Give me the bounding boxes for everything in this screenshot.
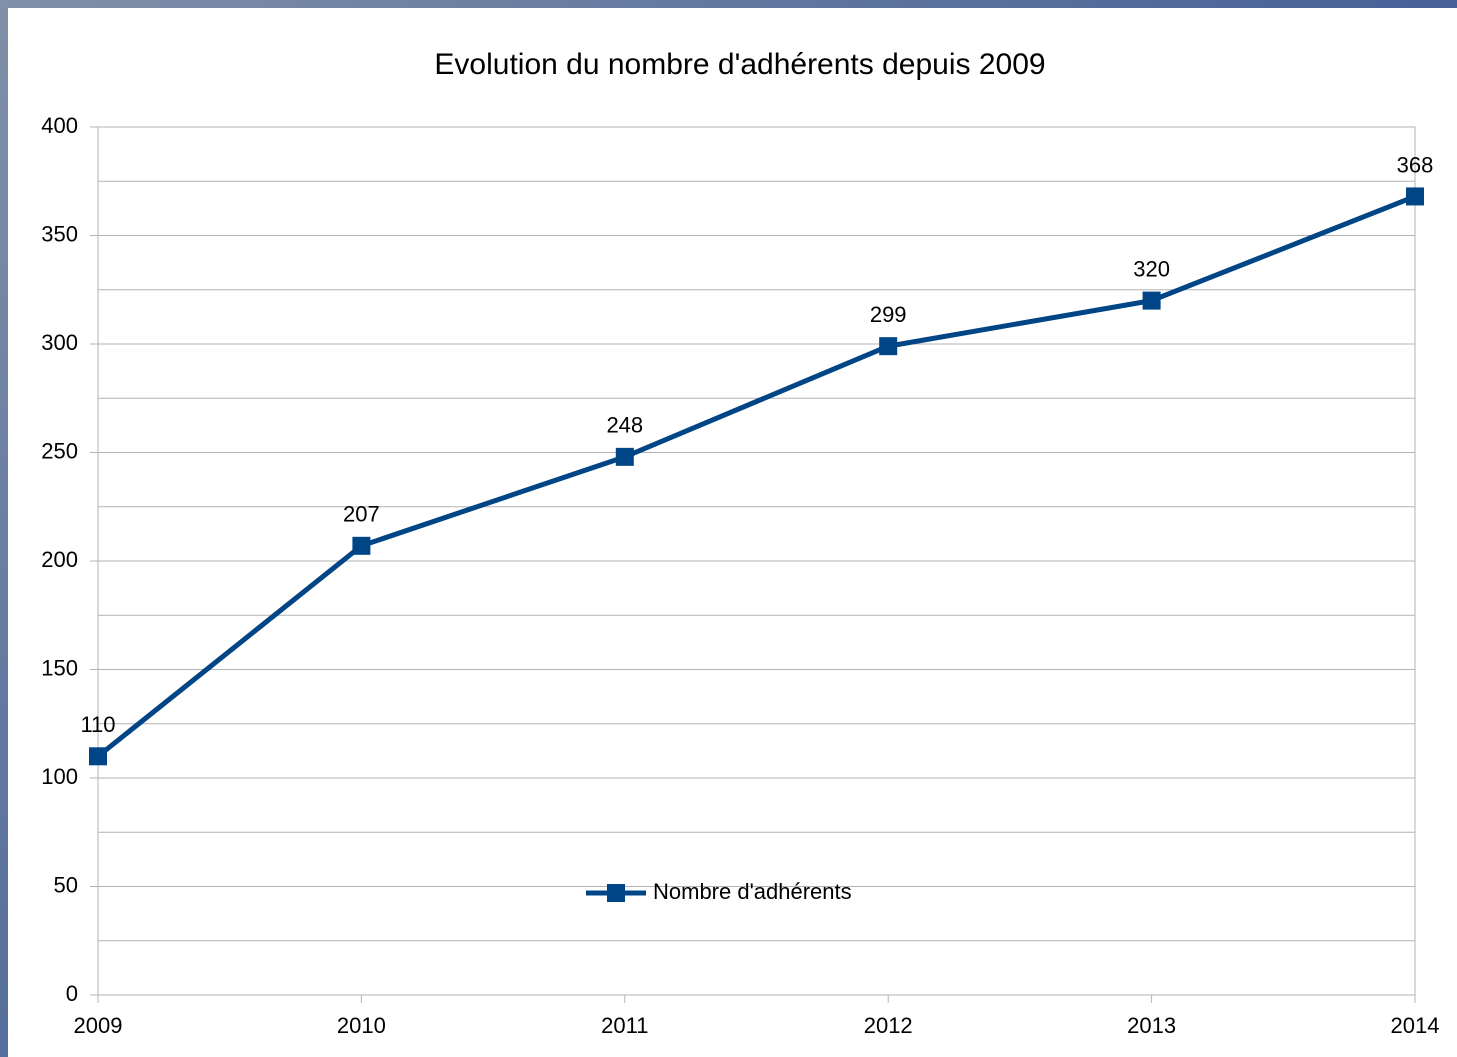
data-label: 207 bbox=[343, 502, 380, 527]
chart-background bbox=[8, 8, 1457, 1057]
x-tick-label: 2013 bbox=[1127, 1013, 1176, 1038]
data-label: 299 bbox=[870, 302, 907, 327]
marker bbox=[1142, 291, 1161, 310]
y-tick-label: 300 bbox=[41, 330, 78, 355]
x-tick-label: 2014 bbox=[1391, 1013, 1440, 1038]
legend-marker bbox=[607, 884, 625, 902]
marker bbox=[1406, 187, 1424, 206]
marker bbox=[352, 536, 371, 555]
y-tick-label: 200 bbox=[41, 547, 78, 572]
x-tick-label: 2011 bbox=[601, 1013, 648, 1038]
x-tick-label: 2012 bbox=[864, 1013, 913, 1038]
marker bbox=[615, 447, 634, 466]
y-tick-label: 150 bbox=[41, 655, 78, 680]
legend-label: Nombre d'adhérents bbox=[653, 879, 852, 904]
data-label: 110 bbox=[80, 712, 115, 737]
y-tick-label: 50 bbox=[54, 872, 78, 897]
x-tick-label: 2010 bbox=[337, 1013, 386, 1038]
x-tick-label: 2009 bbox=[74, 1013, 123, 1038]
marker bbox=[89, 747, 107, 766]
data-label: 320 bbox=[1133, 256, 1170, 281]
data-label: 368 bbox=[1397, 152, 1434, 177]
y-tick-label: 0 bbox=[66, 981, 78, 1006]
chart-title: Evolution du nombre d'adhérents depuis 2… bbox=[434, 48, 1045, 81]
series-line bbox=[96, 194, 1416, 759]
y-tick-label: 350 bbox=[41, 221, 78, 246]
y-tick-label: 400 bbox=[41, 113, 78, 138]
y-tick-label: 100 bbox=[41, 764, 78, 789]
data-label: 248 bbox=[606, 413, 643, 438]
y-tick-label: 250 bbox=[41, 438, 78, 463]
marker bbox=[879, 337, 898, 356]
